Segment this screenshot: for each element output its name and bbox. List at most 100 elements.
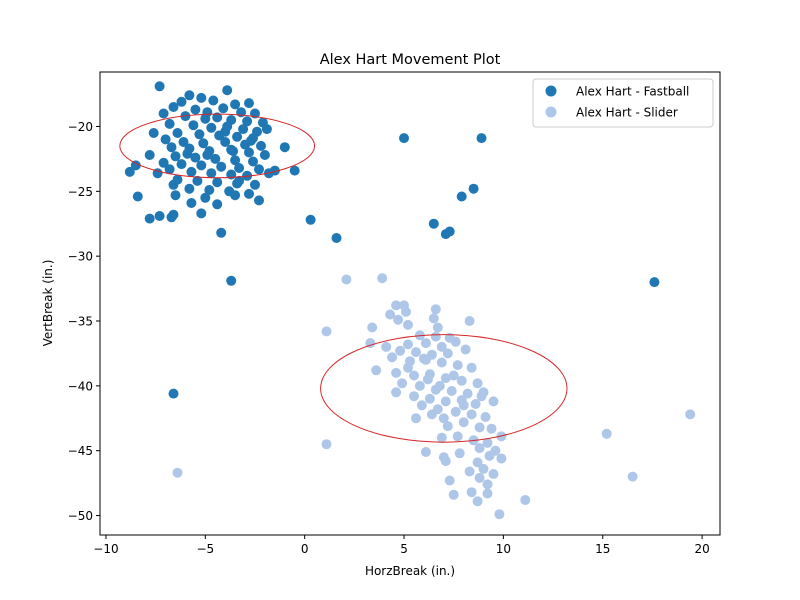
slider-point: [418, 353, 429, 364]
y-tick-label: −35: [68, 315, 93, 329]
slider-point: [401, 306, 411, 317]
fastball-point: [168, 179, 179, 190]
slider-point: [341, 274, 352, 285]
slider-point: [488, 396, 499, 407]
fastball-point: [234, 163, 245, 173]
slider-point: [422, 374, 433, 385]
fastball-point: [230, 190, 241, 201]
fastball-point: [202, 150, 213, 160]
slider-point: [474, 422, 485, 433]
fastball-point: [216, 227, 227, 238]
legend-label-slider: Alex Hart - Slider: [576, 106, 678, 120]
x-tick-label: 15: [595, 542, 610, 556]
slider-point: [482, 488, 493, 499]
fastball-point: [244, 98, 254, 109]
fastball-point: [331, 233, 342, 243]
slider-point: [444, 475, 455, 486]
fastball-point: [144, 150, 155, 160]
slider-point: [403, 339, 413, 350]
x-tick-label: 0: [301, 542, 309, 556]
fastball-point: [200, 192, 211, 203]
fastball-point: [206, 168, 217, 179]
fastball-point: [168, 388, 179, 399]
slider-point: [496, 453, 507, 464]
fastball-point: [248, 156, 258, 167]
y-axis-label: VertBreak (in.): [41, 260, 55, 347]
slider-point: [391, 367, 402, 378]
slider-point: [411, 347, 421, 358]
fastball-point: [206, 122, 217, 133]
slider-point: [397, 378, 408, 389]
y-tick-label: −40: [68, 379, 93, 393]
slider-point: [488, 469, 499, 479]
fastball-point: [250, 179, 260, 190]
slider-point: [440, 396, 451, 407]
fastball-point: [226, 275, 237, 286]
fastball-point: [200, 113, 211, 124]
slider-point: [450, 336, 461, 347]
fastball-point: [172, 128, 183, 138]
x-axis-label: HorzBreak (in.): [365, 564, 455, 578]
fastball-point: [649, 277, 660, 288]
slider-point: [450, 406, 461, 417]
slider-point: [685, 409, 696, 420]
fastball-point: [468, 183, 479, 194]
fastball-point: [212, 177, 223, 188]
slider-point: [420, 447, 431, 457]
slider-point: [494, 509, 505, 520]
legend-frame: [532, 78, 714, 128]
slider-point: [456, 375, 467, 386]
fastball-point: [154, 81, 165, 92]
slider-point: [454, 448, 465, 459]
fastball-point: [148, 128, 159, 138]
legend: Alex Hart - Fastball Alex Hart - Slider: [532, 78, 714, 128]
fastball-point: [220, 126, 231, 137]
fastball-point: [158, 108, 169, 119]
slider-point: [440, 456, 451, 467]
y-tick-label: −45: [68, 444, 93, 458]
fastball-point: [234, 175, 245, 186]
fastball-point: [244, 147, 254, 158]
fastball-point: [254, 195, 264, 206]
fastball-point: [194, 129, 205, 140]
y-axis-ticks: −50 −45 −40 −35 −30 −25 −20: [68, 120, 100, 523]
fastball-point: [476, 133, 487, 144]
fastball-point: [210, 153, 221, 164]
fastball-point: [242, 116, 253, 127]
fastball-point: [218, 103, 229, 114]
slider-point: [436, 432, 447, 443]
fastball-point: [269, 165, 280, 176]
fastball-point: [196, 92, 207, 103]
fastball-point: [170, 151, 181, 162]
slider-point: [321, 326, 332, 337]
slider-point: [482, 437, 493, 448]
fastball-point: [198, 138, 209, 149]
slider-point: [466, 487, 477, 498]
slider-point: [442, 421, 453, 432]
slider-point: [409, 370, 419, 381]
slider-point: [403, 319, 413, 330]
fastball-point: [428, 218, 439, 229]
slider-point: [395, 345, 406, 356]
fastball-point: [124, 166, 135, 177]
slider-point: [484, 450, 495, 461]
fastball-point: [186, 166, 197, 177]
x-tick-label: 10: [496, 542, 511, 556]
slider-point: [409, 391, 419, 402]
fastball-point: [176, 96, 187, 107]
x-tick-label: −10: [93, 542, 118, 556]
slider-point: [381, 341, 392, 352]
x-tick-label: 20: [694, 542, 709, 556]
fastball-point: [399, 133, 409, 144]
slider-point: [385, 309, 396, 320]
slider-point: [466, 362, 477, 373]
fastball-point: [196, 208, 207, 219]
fastball-point: [289, 165, 300, 176]
fastball-point: [305, 214, 316, 225]
slider-point: [448, 489, 459, 500]
slider-point: [627, 471, 638, 482]
fastball-point: [254, 164, 264, 175]
fastball-point: [216, 161, 227, 172]
fastball-point: [186, 198, 197, 208]
